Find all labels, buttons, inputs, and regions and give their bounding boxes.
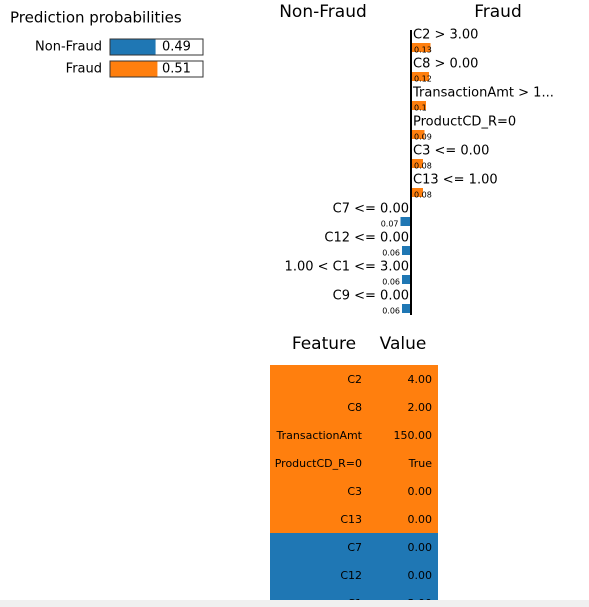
prob-box: [109, 60, 204, 78]
table-row: [270, 589, 438, 600]
table-row: [270, 561, 438, 589]
table-feature: C8: [347, 401, 362, 414]
table-header: Feature: [292, 334, 356, 354]
negative-title: Non-Fraud: [279, 2, 367, 22]
weight-label: 0.06: [382, 278, 400, 287]
table-feature: C3: [347, 485, 362, 498]
feature-label: C3 <= 0.00: [413, 144, 489, 159]
weight-label: 0.13: [414, 46, 432, 55]
prob-bar: [110, 39, 156, 55]
weight-label: 0.07: [381, 220, 399, 229]
table-feature: ProductCD_R=0: [275, 457, 362, 470]
feature-label: 1.00 < C1 <= 3.00: [285, 260, 409, 275]
table-feature: C13: [340, 513, 362, 526]
table-row: [270, 421, 438, 449]
weight-label: 0.08: [414, 162, 432, 171]
weight-bar: [411, 188, 423, 197]
weight-bar: [402, 304, 411, 313]
weight-label: 0.06: [382, 307, 400, 316]
prob-label: Fraud: [66, 62, 102, 77]
table-feature: TransactionAmt: [276, 429, 363, 442]
table-value: 3.00: [408, 597, 433, 600]
table-value: 0.00: [408, 569, 433, 582]
feature-label: C2 > 3.00: [413, 28, 478, 43]
prob-box: [109, 38, 204, 56]
weight-label: 0.1: [414, 104, 427, 113]
feature-label: C13 <= 1.00: [413, 173, 498, 188]
table-row: [270, 477, 438, 505]
table-row: [270, 449, 438, 477]
weight-bar: [411, 159, 423, 168]
feature-label: ProductCD_R=0: [413, 115, 516, 130]
feature-label: C9 <= 0.00: [333, 289, 409, 304]
feature-label: C7 <= 0.00: [333, 202, 409, 217]
table-value: 0.00: [408, 485, 433, 498]
table-row: [270, 533, 438, 561]
prediction-title: Prediction probabilities: [10, 9, 182, 27]
weight-bar: [411, 43, 431, 52]
weight-bar: [402, 275, 411, 284]
weight-label: 0.12: [414, 75, 432, 84]
table-header: Value: [380, 334, 427, 354]
prob-bar: [110, 61, 158, 77]
table-feature: C2: [347, 373, 362, 386]
feature-label: TransactionAmt > 1...: [412, 86, 554, 101]
table-row: [270, 393, 438, 421]
table-feature: C12: [340, 569, 362, 582]
table-value: True: [408, 457, 433, 470]
weight-label: 0.06: [382, 249, 400, 258]
prob-value: 0.51: [162, 62, 191, 77]
weight-bar: [411, 130, 425, 139]
weight-bar: [411, 72, 429, 81]
weight-bar: [411, 101, 426, 110]
feature-label: C12 <= 0.00: [324, 231, 409, 246]
feature-label: C8 > 0.00: [413, 57, 478, 72]
table-feature: C1: [347, 597, 362, 600]
weight-label: 0.09: [414, 133, 432, 142]
weight-bar: [402, 246, 411, 255]
table-value: 2.00: [408, 401, 433, 414]
positive-title: Fraud: [474, 2, 522, 22]
prob-label: Non-Fraud: [35, 40, 102, 55]
table-value: 4.00: [408, 373, 433, 386]
table-value: 0.00: [408, 513, 433, 526]
weight-bar: [400, 217, 411, 226]
prob-value: 0.49: [162, 40, 191, 55]
scrollbar[interactable]: [0, 600, 589, 607]
table-value: 0.00: [408, 541, 433, 554]
table-feature: C7: [347, 541, 362, 554]
table-row: [270, 365, 438, 393]
table-value: 150.00: [394, 429, 433, 442]
weight-label: 0.08: [414, 191, 432, 200]
table-row: [270, 505, 438, 533]
